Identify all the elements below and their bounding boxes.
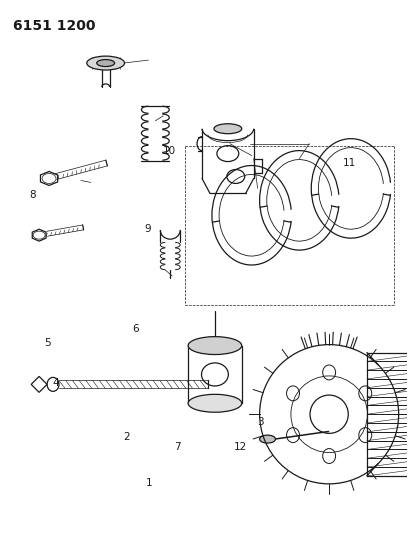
Text: 12: 12 (234, 442, 247, 452)
Ellipse shape (214, 124, 242, 134)
Ellipse shape (87, 56, 124, 70)
Text: 8: 8 (30, 190, 36, 200)
Text: 2: 2 (124, 432, 130, 442)
Text: 4: 4 (53, 378, 60, 388)
Text: 10: 10 (163, 146, 176, 156)
Text: 9: 9 (144, 224, 151, 235)
Text: 1: 1 (146, 478, 153, 488)
Text: 3: 3 (257, 417, 264, 427)
Ellipse shape (259, 435, 275, 443)
Ellipse shape (97, 60, 115, 67)
Text: 11: 11 (343, 158, 357, 168)
Text: 5: 5 (45, 338, 51, 349)
Text: 7: 7 (174, 442, 181, 452)
Text: 6: 6 (132, 324, 138, 334)
Text: 6151 1200: 6151 1200 (13, 19, 96, 33)
Ellipse shape (188, 337, 242, 354)
Ellipse shape (188, 394, 242, 412)
